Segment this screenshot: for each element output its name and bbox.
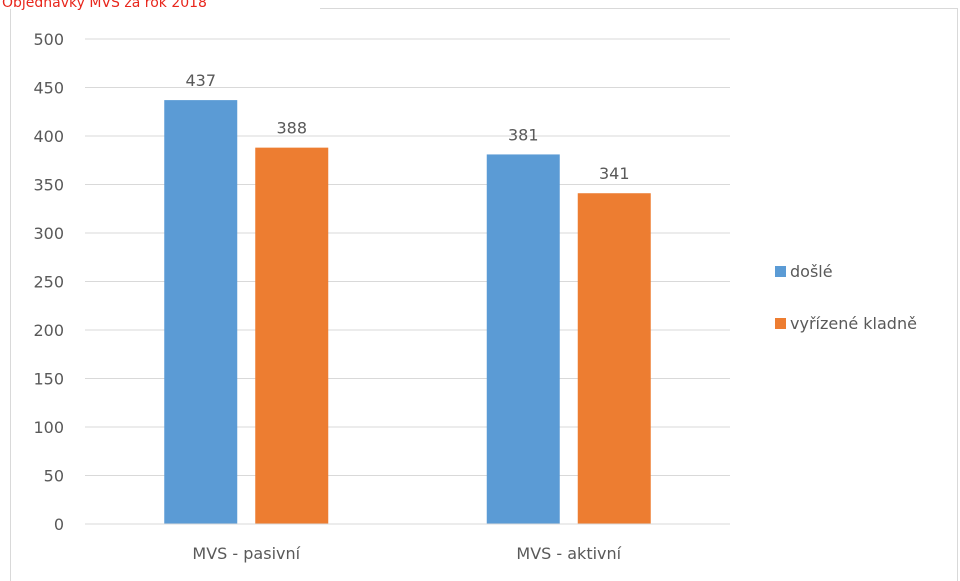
legend-swatch: [775, 318, 786, 329]
y-tick-label: 0: [54, 515, 64, 534]
data-label: 388: [276, 119, 307, 138]
data-label: 381: [508, 125, 539, 144]
legend-label: vyřízené kladně: [790, 314, 917, 333]
y-tick-label: 450: [33, 79, 64, 98]
y-tick-label: 200: [33, 321, 64, 340]
legend-label: došlé: [790, 262, 833, 281]
bar: [164, 100, 238, 525]
y-tick-label: 400: [33, 127, 64, 146]
x-tick-label: MVS - aktivní: [516, 544, 621, 563]
y-tick-label: 500: [33, 30, 64, 49]
y-tick-label: 150: [33, 370, 64, 389]
data-label: 341: [599, 164, 630, 183]
chart-frame: [10, 8, 958, 581]
bar: [577, 193, 651, 525]
title-backdrop: [0, 0, 320, 9]
y-tick-label: 350: [33, 176, 64, 195]
bar: [486, 154, 560, 524]
y-tick-label: 250: [33, 273, 64, 292]
data-label: 437: [185, 71, 216, 90]
legend-swatch: [775, 266, 786, 277]
bar: [255, 147, 329, 524]
y-tick-label: 100: [33, 418, 64, 437]
chart-title: Objednávky MVS za rok 2018: [2, 0, 207, 11]
y-tick-label: 50: [44, 467, 64, 486]
x-tick-label: MVS - pasivní: [192, 544, 300, 563]
y-tick-label: 300: [33, 224, 64, 243]
